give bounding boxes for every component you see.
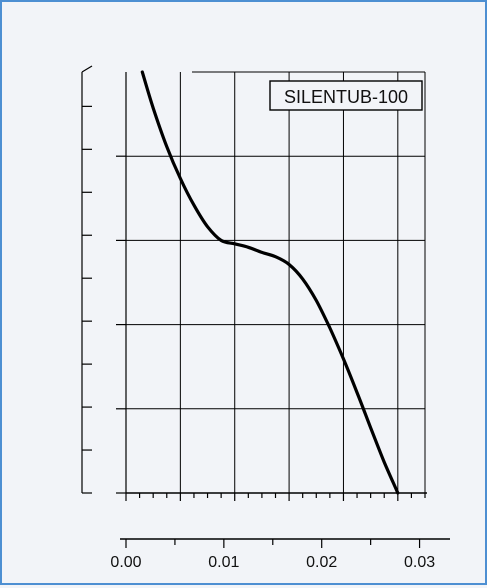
x-tick-label-secondary-0: 0.00 bbox=[110, 554, 141, 571]
series-line-silentub-100 bbox=[140, 70, 400, 495]
x-tick-label-secondary-2: 0.02 bbox=[306, 554, 337, 571]
legend-label: SILENTUB-100 bbox=[284, 87, 408, 107]
y-axis-bracket bbox=[81, 65, 93, 73]
axis-labels: 0.00 0.01 0.02 0.03 bbox=[110, 554, 435, 571]
fan-curve-chart: 0.00 0.01 0.02 0.03 SILENTUB-100 bbox=[81, 65, 450, 571]
x-tick-label-secondary-3: 0.03 bbox=[404, 554, 435, 571]
legend-box: SILENTUB-100 bbox=[269, 80, 423, 111]
x-tick-label-secondary-1: 0.01 bbox=[208, 554, 239, 571]
grid bbox=[126, 71, 426, 493]
legend-frame bbox=[269, 80, 423, 111]
axes bbox=[81, 65, 450, 548]
